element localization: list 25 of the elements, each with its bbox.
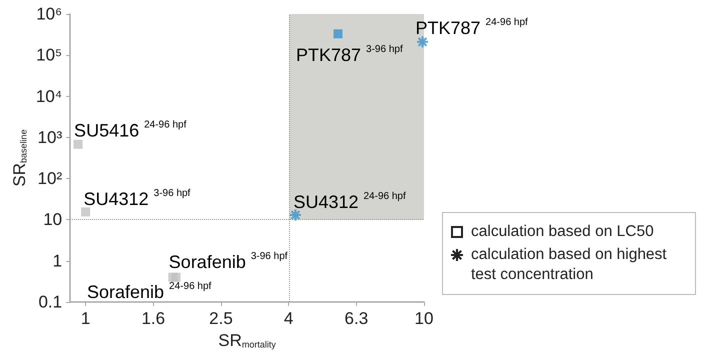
x-tick-label: 1.6 [141, 309, 166, 328]
annotation: SU4312 3-96 hpf [84, 188, 191, 209]
y-tick-label: 0.1 [38, 292, 62, 312]
x-axis-title: SRmortality [218, 330, 276, 350]
text: calculation based on highest test concentration [471, 245, 668, 285]
x-tick-label: 1 [80, 309, 90, 328]
y-tick-label: 10⁶ [36, 4, 62, 24]
y-tick-label: 1 [52, 251, 62, 270]
y-tick-label: 10⁴ [36, 86, 62, 106]
annotation: PTK787 3-96 hpf [296, 44, 403, 65]
annotation: Sorafenib 3-96 hpf [168, 251, 288, 272]
y-axis-title: SRbaseline [10, 129, 30, 187]
x-tick-label: 2.5 [209, 309, 233, 328]
x-tick-label: 6.3 [344, 309, 368, 328]
y-tick-label: 10 [43, 210, 62, 230]
y-tick-label: 10⁵ [36, 46, 62, 65]
annotation: Sorafenib 24-96 hpf [87, 281, 212, 302]
y-tick-label: 10² [38, 169, 62, 188]
annotation: SU5416 24-96 hpf [74, 119, 187, 140]
annotation: PTK787 24-96 hpf [416, 16, 528, 38]
text: calculation based on LC50 [471, 222, 654, 242]
annotation: SU4312 24-96 hpf [293, 191, 406, 212]
y-tick-label: 10³ [38, 128, 62, 147]
x-tick-label: 10 [414, 309, 434, 328]
x-tick-label: 4 [284, 309, 294, 328]
